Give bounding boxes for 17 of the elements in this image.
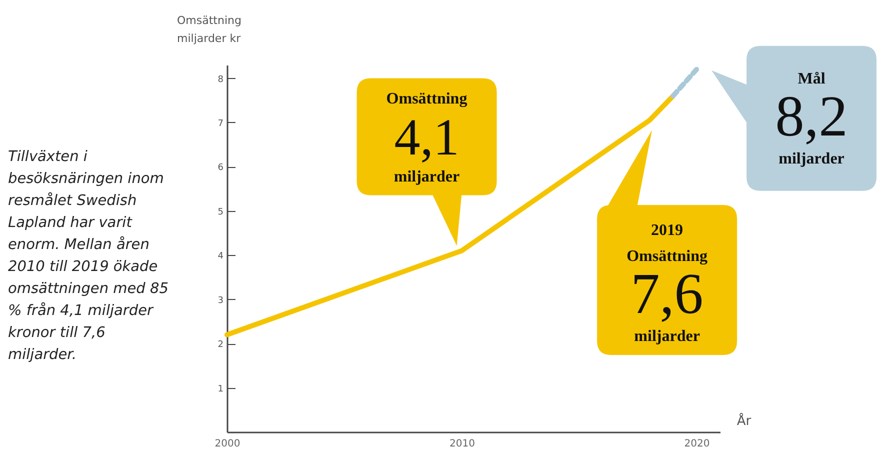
y-tick-label: 7 bbox=[218, 118, 224, 129]
y-tick-label: 8 bbox=[218, 74, 224, 85]
y-tick-label: 3 bbox=[218, 296, 224, 306]
y-tick-label: 4 bbox=[218, 252, 224, 262]
x-axis-title: År bbox=[736, 412, 752, 429]
annotation: Mål 8,2 miljarder bbox=[775, 70, 848, 168]
y-axis-title: Omsättning miljarder kr bbox=[177, 14, 242, 45]
y-tick-label: 2 bbox=[218, 340, 224, 350]
y-tick-label: 5 bbox=[218, 207, 224, 218]
x-tick-label: 2010 bbox=[450, 438, 475, 450]
x-tick-label: 2020 bbox=[684, 438, 710, 450]
x-tick-label: 2000 bbox=[214, 438, 240, 450]
y-tick-label: 1 bbox=[218, 384, 224, 394]
annotation: Omsättning 4,1 miljarder bbox=[386, 90, 468, 186]
annotation: 2019 Omsättning 7,6 miljarder bbox=[626, 222, 708, 345]
text: Tillväxten i besöksnäringen inom resmålet Swedish Lapland har varit enorm. Mellan åren 2010 till 2019 ökade omsättningen med 85 % från 4,1 miljarder kronor till 7,6 miljarder. bbox=[8, 149, 168, 363]
y-tick-label: 6 bbox=[218, 163, 224, 174]
